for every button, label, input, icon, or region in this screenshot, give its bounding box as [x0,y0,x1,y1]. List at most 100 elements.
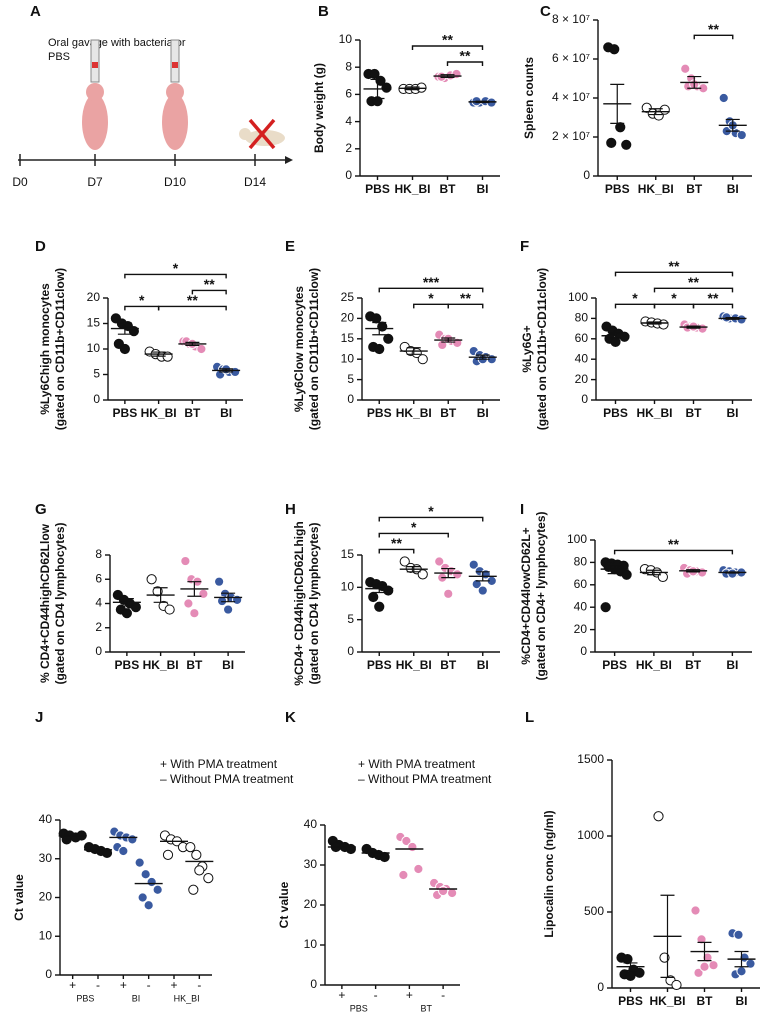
significance-label: * [671,290,677,306]
x-tick-label: PBS [605,182,630,196]
y-tick-label: 0 [93,392,100,406]
error-bar [647,321,662,325]
data-point [130,602,141,613]
x-tick-label: BI [477,406,489,420]
panel: G 0 2 4 6 8 % CD4+CD44highCD62Llow (gated on CD… [35,501,245,685]
data-point [180,555,191,567]
y-axis-label: (gated on CD4+ lymphocytes) [534,511,548,680]
data-point [152,586,163,597]
y-axis-label: (gated on CD4 lymphocytes) [53,522,67,684]
data-point [702,952,713,963]
caption-box: Oral gavage with bacteria or PBS [48,37,186,63]
x-tick-label: + [406,988,413,1002]
data-point [146,574,157,585]
data-point [379,851,390,863]
x-tick-label: HK_BI [638,182,674,196]
data-point [680,63,691,74]
data-point [118,845,129,857]
data-point [733,929,744,940]
significance-label: * [428,290,434,306]
error-bar [475,100,490,104]
y-tick-label: 2 [345,141,352,155]
significance-bracket [378,287,484,293]
panel-letter: J [35,709,43,726]
x-tick-label: - [374,988,378,1002]
error-bar [406,347,421,355]
x-tick-label: PBS [367,406,392,420]
y-tick-label: 0 [597,980,604,994]
x-tick-label: HK_BI [141,406,177,420]
data-point [140,869,151,880]
y-tick-label: 0 [45,967,52,981]
x-tick-label: BT [686,182,703,196]
error-bar [372,584,387,594]
x-tick-label: PBS [113,406,138,420]
y-tick-label: 20 [341,311,355,325]
y-axis-label: Body weight (g) [312,63,326,153]
significance-label: * [632,290,638,306]
timeline-art [18,39,293,166]
y-tick-label: 0 [95,644,102,658]
data-point [468,559,479,570]
error-bar [725,571,740,574]
y-tick-label: 6 [345,87,352,101]
legend-entry: – Without PMA treatment [160,772,294,786]
y-tick-label: 15 [341,547,355,561]
panel-letter: H [285,501,296,518]
data-point [374,601,385,612]
data-point [657,571,668,583]
x-tick-label: HK_BI [396,658,432,672]
x-tick-label: BI [477,658,489,672]
data-point [671,979,682,991]
significance-bracket [613,549,734,555]
y-tick-label: 4 × 10⁷ [552,90,590,104]
panel-letter: E [285,238,295,255]
panel-letter: G [35,501,47,518]
data-point [609,44,620,55]
data-point [185,842,196,853]
error-bar [607,564,622,575]
significance-label: ** [391,535,402,551]
data-point [381,82,392,93]
x-tick-label: BI [727,182,739,196]
x-tick-label: HK_BI [636,406,672,420]
significance-bracket [378,532,449,538]
x-tick-label: HK_BI [636,658,672,672]
significance-label: ** [204,276,215,292]
y-tick-label: 20 [575,372,589,386]
y-axis-label: %Ly6G+ [520,325,534,372]
y-tick-label: 1000 [577,828,604,842]
data-point [699,961,710,972]
significance-bracket [446,61,484,66]
y-axis-label: % CD4+CD44highCD62Llow [38,523,52,683]
y-tick-label: 8 [95,547,102,561]
error-bar [646,569,661,576]
error-bar [185,341,200,347]
significance-label: ** [669,258,680,274]
y-axis-label: %Ly6Chigh monocytes [38,283,52,415]
data-point [690,905,701,916]
significance-label: * [173,260,179,276]
y-tick-label: 80 [575,311,589,325]
data-point [191,849,202,860]
y-tick-label: 100 [568,290,588,304]
data-point [401,835,412,847]
group-label: HK_BI [174,993,200,1003]
data-point [696,934,707,945]
panel-letter: B [318,3,329,20]
data-point [653,811,664,822]
x-tick-label: HK_BI [396,406,432,420]
x-tick-label: BT [440,658,457,672]
data-point [214,576,225,587]
data-point [217,595,228,607]
y-axis-label: Lipocalin conc (ng/ml) [542,810,556,937]
error-bar [610,83,625,124]
data-point [619,331,630,342]
x-tick-label: BT [186,658,203,672]
data-point [119,343,130,355]
x-tick-label: BI [727,406,739,420]
x-tick-label: HK_BI [143,658,179,672]
data-point [622,954,633,965]
